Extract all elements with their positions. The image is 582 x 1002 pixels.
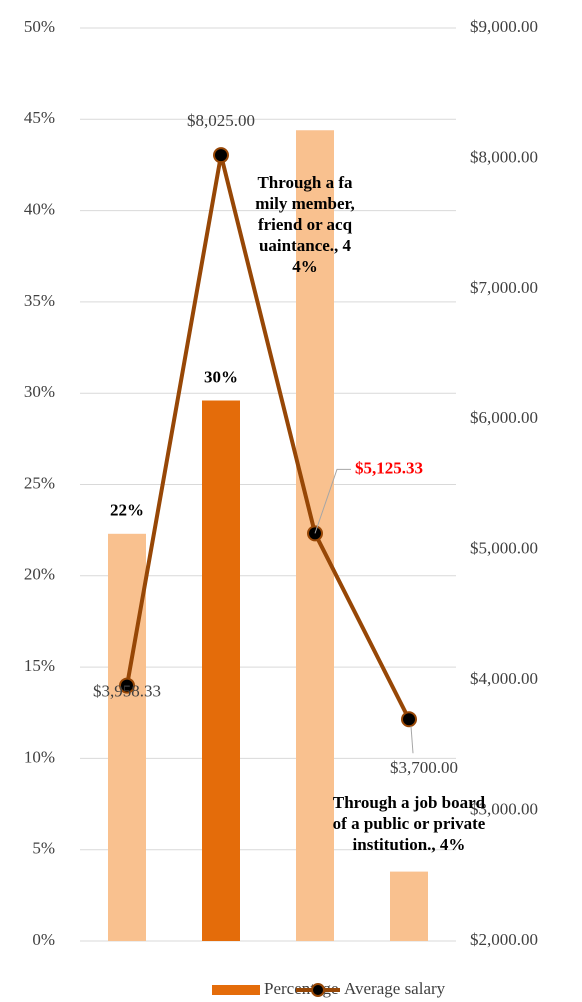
y-tick-label: 5%	[32, 839, 55, 858]
y2-tick-label: $9,000.00	[470, 17, 538, 36]
legend-swatch	[212, 985, 260, 995]
y-tick-label: 40%	[24, 200, 55, 219]
y-tick-label: 25%	[24, 473, 55, 492]
y2-tick-label: $7,000.00	[470, 278, 538, 297]
y2-tick-label: $4,000.00	[470, 669, 538, 688]
bar-data-label: Through a job board of a public or priva…	[332, 793, 486, 854]
y-tick-label: 45%	[24, 108, 55, 127]
bar	[202, 400, 240, 941]
bar-data-label: 30%	[204, 367, 238, 386]
y-tick-label: 35%	[24, 291, 55, 310]
y-tick-label: 30%	[24, 382, 55, 401]
line-data-label: $3,700.00	[390, 758, 458, 777]
line-data-label: $3,958.33	[93, 681, 161, 700]
y-tick-label: 15%	[24, 656, 55, 675]
bar-data-label: Through a family member, friend or acqua…	[255, 173, 355, 276]
legend-marker	[311, 983, 325, 997]
bar	[390, 871, 428, 941]
bar-data-label: 22%	[110, 501, 144, 520]
line	[125, 154, 411, 721]
line-data-label: $5,125.33	[355, 458, 423, 477]
y2-tick-label: $8,000.00	[470, 147, 538, 166]
y-tick-label: 0%	[32, 930, 55, 949]
leader-line	[410, 726, 414, 754]
line-marker	[213, 147, 229, 164]
y-tick-label: 50%	[24, 17, 55, 36]
line-data-label: $8,025.00	[187, 111, 255, 130]
legend-label: Average salary	[344, 979, 446, 998]
y-tick-label: 10%	[24, 747, 55, 766]
y2-tick-label: $3,000.00	[470, 799, 538, 818]
bar	[108, 533, 146, 941]
y-tick-label: 20%	[24, 565, 55, 584]
y2-tick-label: $2,000.00	[470, 930, 538, 949]
y2-tick-label: $6,000.00	[470, 408, 538, 427]
leader-line	[314, 468, 351, 534]
line-marker	[401, 711, 417, 728]
line-marker	[119, 677, 135, 694]
y2-tick-label: $5,000.00	[470, 539, 538, 558]
